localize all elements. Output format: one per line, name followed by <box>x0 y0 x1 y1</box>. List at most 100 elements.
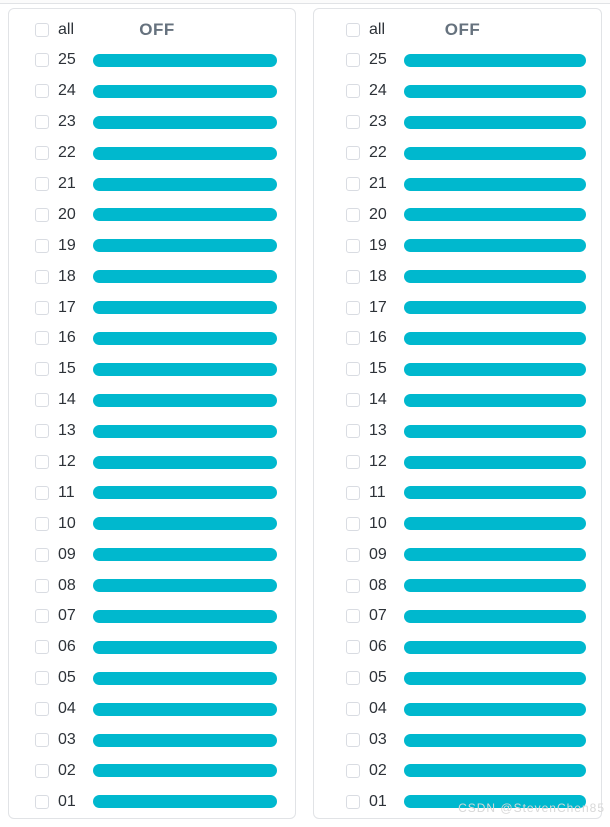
channel-level-bar[interactable] <box>93 53 277 67</box>
channel-level-bar[interactable] <box>404 640 586 654</box>
channel-level-bar[interactable] <box>93 115 277 129</box>
channel-checkbox[interactable] <box>346 424 360 439</box>
channel-checkbox[interactable] <box>346 177 360 191</box>
channel-level-bar[interactable] <box>93 301 277 315</box>
channel-checkbox[interactable] <box>35 671 49 686</box>
channel-checkbox[interactable] <box>35 578 49 593</box>
channel-level-bar[interactable] <box>404 424 586 438</box>
channel-level-bar[interactable] <box>93 239 277 253</box>
channel-checkbox[interactable] <box>35 207 49 222</box>
channel-checkbox[interactable] <box>346 485 360 500</box>
channel-level-bar[interactable] <box>93 609 277 623</box>
select-all-checkbox[interactable] <box>35 22 49 37</box>
channel-checkbox[interactable] <box>35 609 49 624</box>
channel-checkbox[interactable] <box>346 146 360 161</box>
channel-level-bar[interactable] <box>404 671 586 685</box>
channel-checkbox[interactable] <box>346 733 360 748</box>
channel-checkbox[interactable] <box>35 238 49 253</box>
channel-checkbox[interactable] <box>35 146 49 161</box>
channel-level-bar[interactable] <box>404 702 586 716</box>
channel-checkbox[interactable] <box>346 115 360 130</box>
channel-level-bar[interactable] <box>404 239 586 253</box>
channel-checkbox[interactable] <box>35 455 49 470</box>
channel-level-bar[interactable] <box>93 146 277 160</box>
channel-checkbox[interactable] <box>35 362 49 377</box>
channel-level-bar[interactable] <box>93 795 277 809</box>
channel-checkbox[interactable] <box>35 547 49 562</box>
channel-level-bar[interactable] <box>93 640 277 654</box>
channel-level-bar[interactable] <box>404 208 586 222</box>
channel-checkbox[interactable] <box>346 331 360 346</box>
select-all-checkbox[interactable] <box>346 22 360 37</box>
channel-checkbox[interactable] <box>346 393 360 408</box>
channel-level-bar[interactable] <box>93 455 277 469</box>
channel-level-bar[interactable] <box>404 548 586 562</box>
channel-level-bar[interactable] <box>93 671 277 685</box>
channel-checkbox[interactable] <box>35 516 49 531</box>
channel-checkbox[interactable] <box>35 53 49 68</box>
channel-level-bar[interactable] <box>93 270 277 284</box>
channel-level-bar[interactable] <box>93 362 277 376</box>
channel-level-bar[interactable] <box>93 548 277 562</box>
channel-level-bar[interactable] <box>404 115 586 129</box>
channel-checkbox[interactable] <box>346 84 360 99</box>
channel-level-bar[interactable] <box>93 579 277 593</box>
channel-checkbox[interactable] <box>346 362 360 377</box>
channel-checkbox[interactable] <box>35 794 49 809</box>
channel-checkbox[interactable] <box>346 269 360 284</box>
channel-level-bar[interactable] <box>404 733 586 747</box>
channel-checkbox[interactable] <box>346 763 360 778</box>
channel-level-bar[interactable] <box>404 579 586 593</box>
channel-level-bar[interactable] <box>404 84 586 98</box>
channel-checkbox[interactable] <box>346 794 360 809</box>
channel-checkbox[interactable] <box>35 640 49 655</box>
channel-level-bar[interactable] <box>93 84 277 98</box>
channel-checkbox[interactable] <box>346 578 360 593</box>
channel-checkbox[interactable] <box>35 763 49 778</box>
channel-checkbox[interactable] <box>346 702 360 717</box>
channel-level-bar[interactable] <box>93 177 277 191</box>
channel-level-bar[interactable] <box>93 733 277 747</box>
channel-checkbox[interactable] <box>346 516 360 531</box>
channel-checkbox[interactable] <box>35 485 49 500</box>
channel-level-bar[interactable] <box>93 331 277 345</box>
channel-level-bar[interactable] <box>404 146 586 160</box>
channel-checkbox[interactable] <box>346 207 360 222</box>
channel-checkbox[interactable] <box>35 115 49 130</box>
channel-checkbox[interactable] <box>346 547 360 562</box>
channel-level-bar[interactable] <box>404 517 586 531</box>
channel-checkbox[interactable] <box>346 238 360 253</box>
channel-level-bar[interactable] <box>404 362 586 376</box>
channel-checkbox[interactable] <box>346 609 360 624</box>
channel-checkbox[interactable] <box>346 671 360 686</box>
channel-level-bar[interactable] <box>404 609 586 623</box>
channel-checkbox[interactable] <box>35 300 49 315</box>
channel-checkbox[interactable] <box>346 300 360 315</box>
channel-checkbox[interactable] <box>35 393 49 408</box>
channel-checkbox[interactable] <box>35 331 49 346</box>
channel-checkbox[interactable] <box>346 640 360 655</box>
channel-level-bar[interactable] <box>404 486 586 500</box>
channel-checkbox[interactable] <box>346 53 360 68</box>
channel-level-bar[interactable] <box>404 764 586 778</box>
channel-level-bar[interactable] <box>404 301 586 315</box>
channel-checkbox[interactable] <box>35 733 49 748</box>
channel-level-bar[interactable] <box>404 455 586 469</box>
channel-level-bar[interactable] <box>93 424 277 438</box>
channel-level-bar[interactable] <box>404 795 586 809</box>
channel-level-bar[interactable] <box>93 702 277 716</box>
channel-level-bar[interactable] <box>93 764 277 778</box>
channel-checkbox[interactable] <box>35 424 49 439</box>
channel-level-bar[interactable] <box>93 208 277 222</box>
channel-checkbox[interactable] <box>35 269 49 284</box>
channel-checkbox[interactable] <box>35 84 49 99</box>
channel-level-bar[interactable] <box>93 517 277 531</box>
channel-checkbox[interactable] <box>346 455 360 470</box>
channel-checkbox[interactable] <box>35 702 49 717</box>
channel-level-bar[interactable] <box>404 53 586 67</box>
channel-checkbox[interactable] <box>35 177 49 191</box>
channel-level-bar[interactable] <box>404 177 586 191</box>
channel-level-bar[interactable] <box>404 393 586 407</box>
channel-level-bar[interactable] <box>404 270 586 284</box>
channel-level-bar[interactable] <box>93 486 277 500</box>
